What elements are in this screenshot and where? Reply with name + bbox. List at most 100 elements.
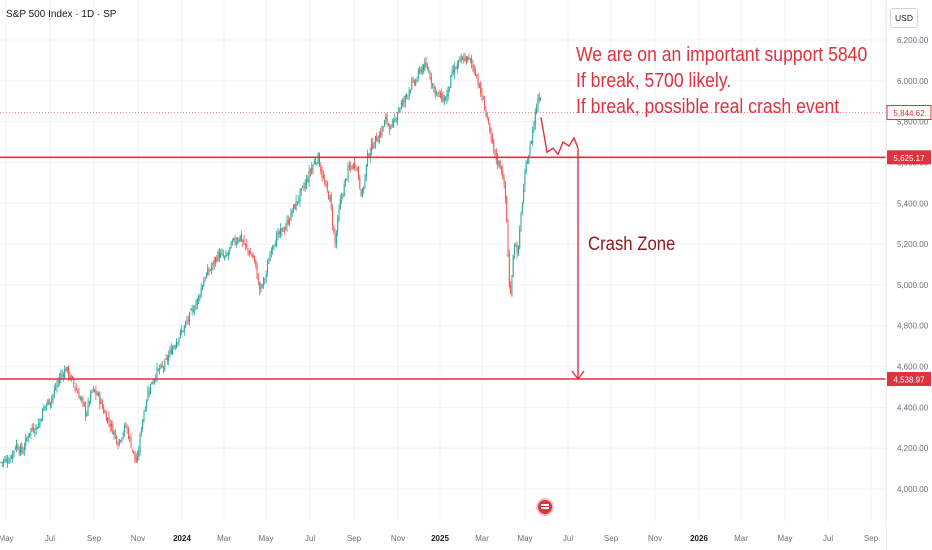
time-axis-bg[interactable] — [0, 522, 886, 550]
candle-body — [282, 227, 284, 232]
candle-body — [525, 161, 527, 172]
candle-body — [407, 95, 409, 97]
candle-body — [469, 58, 471, 60]
candle-body — [147, 390, 149, 401]
candle-body — [248, 251, 250, 255]
candle-body — [321, 169, 323, 178]
price-axis-bg[interactable] — [886, 0, 932, 550]
candle-body — [215, 257, 216, 263]
candle-body — [389, 126, 391, 131]
candle-body — [424, 63, 426, 71]
candle-body — [524, 172, 526, 187]
candle-body — [178, 337, 180, 343]
candle-body — [243, 239, 245, 245]
candle-body — [202, 285, 203, 290]
candle-body — [503, 178, 505, 183]
candle-body — [73, 379, 75, 385]
candle-body — [417, 70, 419, 79]
annotation-text[interactable]: We are on an important support 5840 If b… — [576, 42, 867, 120]
candle-body — [172, 347, 174, 355]
candle-body — [443, 97, 445, 103]
candle-body — [229, 247, 231, 251]
candle-body — [176, 341, 177, 348]
candle-body — [155, 377, 157, 379]
x-tick-label: May — [258, 534, 273, 543]
candle-body — [182, 330, 184, 332]
candle-body — [329, 195, 331, 201]
candle-body — [254, 255, 255, 260]
candle-body — [391, 124, 393, 126]
candle-body — [104, 412, 106, 414]
candle-body — [42, 408, 44, 422]
candle-body — [324, 179, 326, 184]
candle-body — [394, 118, 396, 121]
annotation-line-1: We are on an important support 5840 — [576, 44, 868, 66]
candle-body — [363, 187, 365, 191]
projection-path[interactable] — [540, 117, 579, 156]
candle-body — [294, 204, 296, 209]
candle-body — [83, 401, 85, 406]
currency-button[interactable]: USD — [890, 8, 918, 28]
candle-body — [430, 76, 432, 84]
candle-body — [540, 97, 541, 101]
candle-body — [231, 241, 233, 244]
candle-body — [209, 269, 211, 271]
candle-body — [290, 210, 292, 221]
candle-body — [447, 86, 449, 97]
candle-body — [77, 391, 79, 394]
candle-body — [105, 412, 107, 421]
candle-body — [68, 366, 70, 377]
candle-body — [428, 70, 430, 72]
candle-body — [29, 433, 31, 436]
candle-body — [481, 92, 483, 100]
candle-body — [191, 308, 193, 311]
candle-body — [49, 402, 51, 406]
symbol-title[interactable]: S&P 500 Index · 1D · SP — [6, 9, 117, 20]
news-badge-icon[interactable] — [536, 498, 554, 516]
candle-body — [501, 167, 502, 171]
candle-body — [139, 434, 141, 452]
candle-body — [91, 390, 93, 392]
candle-body — [237, 240, 239, 242]
candle-body — [398, 109, 400, 113]
x-tick-label: May — [777, 534, 792, 543]
candle-body — [467, 56, 469, 61]
candle-body — [216, 258, 218, 262]
candle-body — [419, 69, 421, 72]
candle-body — [283, 230, 285, 232]
candles — [0, 52, 541, 468]
candle-body — [446, 94, 448, 102]
candle-body — [519, 228, 521, 249]
candle-body — [230, 241, 232, 249]
candle-body — [368, 154, 370, 157]
candle-body — [459, 58, 461, 60]
price-label-tag[interactable]: 5,844.62 — [886, 105, 932, 121]
crash-zone-label[interactable]: Crash Zone — [588, 234, 676, 255]
candle-body — [98, 392, 99, 396]
candle-body — [161, 365, 163, 367]
candle-body — [434, 86, 436, 95]
candle-body — [508, 253, 510, 287]
y-tick-label: 5,200.00 — [897, 240, 929, 249]
candle-body — [62, 374, 64, 377]
candle-body — [138, 450, 140, 457]
candle-body — [295, 200, 297, 210]
candle-body — [56, 384, 58, 388]
candle-body — [125, 426, 127, 428]
candle-body — [18, 450, 20, 453]
candle-body — [397, 113, 398, 121]
candle-body — [257, 278, 259, 281]
crash-arrow-head[interactable] — [571, 370, 585, 381]
candle-body — [255, 259, 257, 266]
x-tick-label: 2026 — [690, 534, 708, 543]
price-label-tag[interactable]: 5,625.17 — [887, 150, 931, 165]
candle-body — [247, 248, 249, 251]
candle-body — [134, 451, 136, 459]
candle-body — [300, 188, 302, 192]
candle-body — [364, 174, 366, 187]
price-label-tag[interactable]: 4,538.97 — [887, 372, 931, 387]
candle-body — [415, 80, 417, 85]
candle-body — [335, 232, 337, 245]
candle-body — [306, 179, 307, 185]
